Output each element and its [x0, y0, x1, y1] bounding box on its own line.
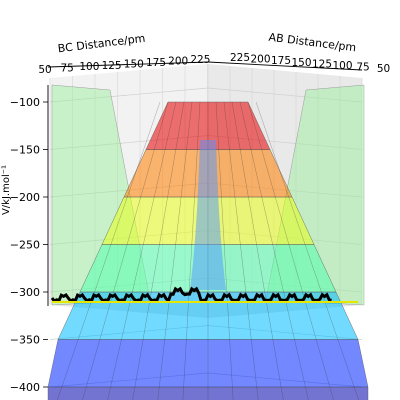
mesh-line — [231, 101, 284, 400]
mesh-line — [107, 101, 177, 400]
z-tick-label: −300 — [10, 286, 40, 299]
axes — [47, 61, 363, 306]
z-tick-label: −350 — [10, 334, 40, 347]
x-tick-label: 175 — [146, 57, 166, 69]
x-tick-label: 200 — [168, 56, 188, 68]
mesh-line — [247, 101, 334, 400]
bc-distance-ticks: 50 75 100 125 150 175 200 225 — [38, 54, 210, 76]
y-tick-label: 200 — [250, 54, 270, 66]
valley-channel — [190, 140, 226, 290]
energy-ticks: −100 −150 −200 −250 −300 −350 −400 — [10, 96, 48, 394]
x-tick-label: 75 — [61, 63, 74, 75]
mesh-line — [57, 101, 161, 400]
y-tick-label: 100 — [332, 60, 352, 72]
y-tick-label: 50 — [377, 63, 390, 75]
x-tick-label: 50 — [38, 64, 51, 76]
y-tick-label: 75 — [356, 62, 369, 74]
mesh-line — [223, 101, 259, 400]
x-tick-label: 150 — [124, 58, 144, 70]
x-tick-label: 125 — [102, 60, 122, 72]
z-tick-label: −250 — [10, 239, 40, 252]
x-tick-label: 100 — [79, 61, 99, 73]
y-tick-label: 125 — [312, 58, 332, 70]
x-axis-line — [47, 61, 209, 68]
x-tick-label: 225 — [190, 54, 210, 66]
y-tick-label: 175 — [271, 55, 291, 67]
z-tick-label: −150 — [10, 144, 40, 157]
mesh-line — [132, 101, 185, 400]
mesh-line — [157, 101, 193, 400]
z-tick-label: −100 — [10, 96, 40, 109]
x-axis-label: BC Distance/pm — [57, 32, 146, 56]
mesh-line — [82, 101, 169, 400]
energy-surface — [47, 84, 369, 400]
z-axis-label: V/kJ.mol⁻¹ — [1, 165, 12, 215]
mesh-line — [215, 101, 234, 400]
y-axis-line — [207, 61, 363, 71]
y-axis-label: AB Distance/pm — [268, 31, 357, 55]
z-tick-label: −400 — [10, 381, 40, 394]
mesh-line — [239, 101, 309, 400]
y-tick-label: 225 — [230, 52, 250, 64]
ab-distance-ticks: 225 200 175 150 125 100 75 50 — [230, 52, 390, 75]
z-tick-label: −200 — [10, 191, 40, 204]
mesh-line — [255, 101, 359, 400]
y-tick-label: 150 — [291, 57, 311, 69]
mesh-line — [182, 101, 201, 400]
trajectory-path — [50, 286, 332, 304]
trajectory-line — [50, 286, 358, 304]
